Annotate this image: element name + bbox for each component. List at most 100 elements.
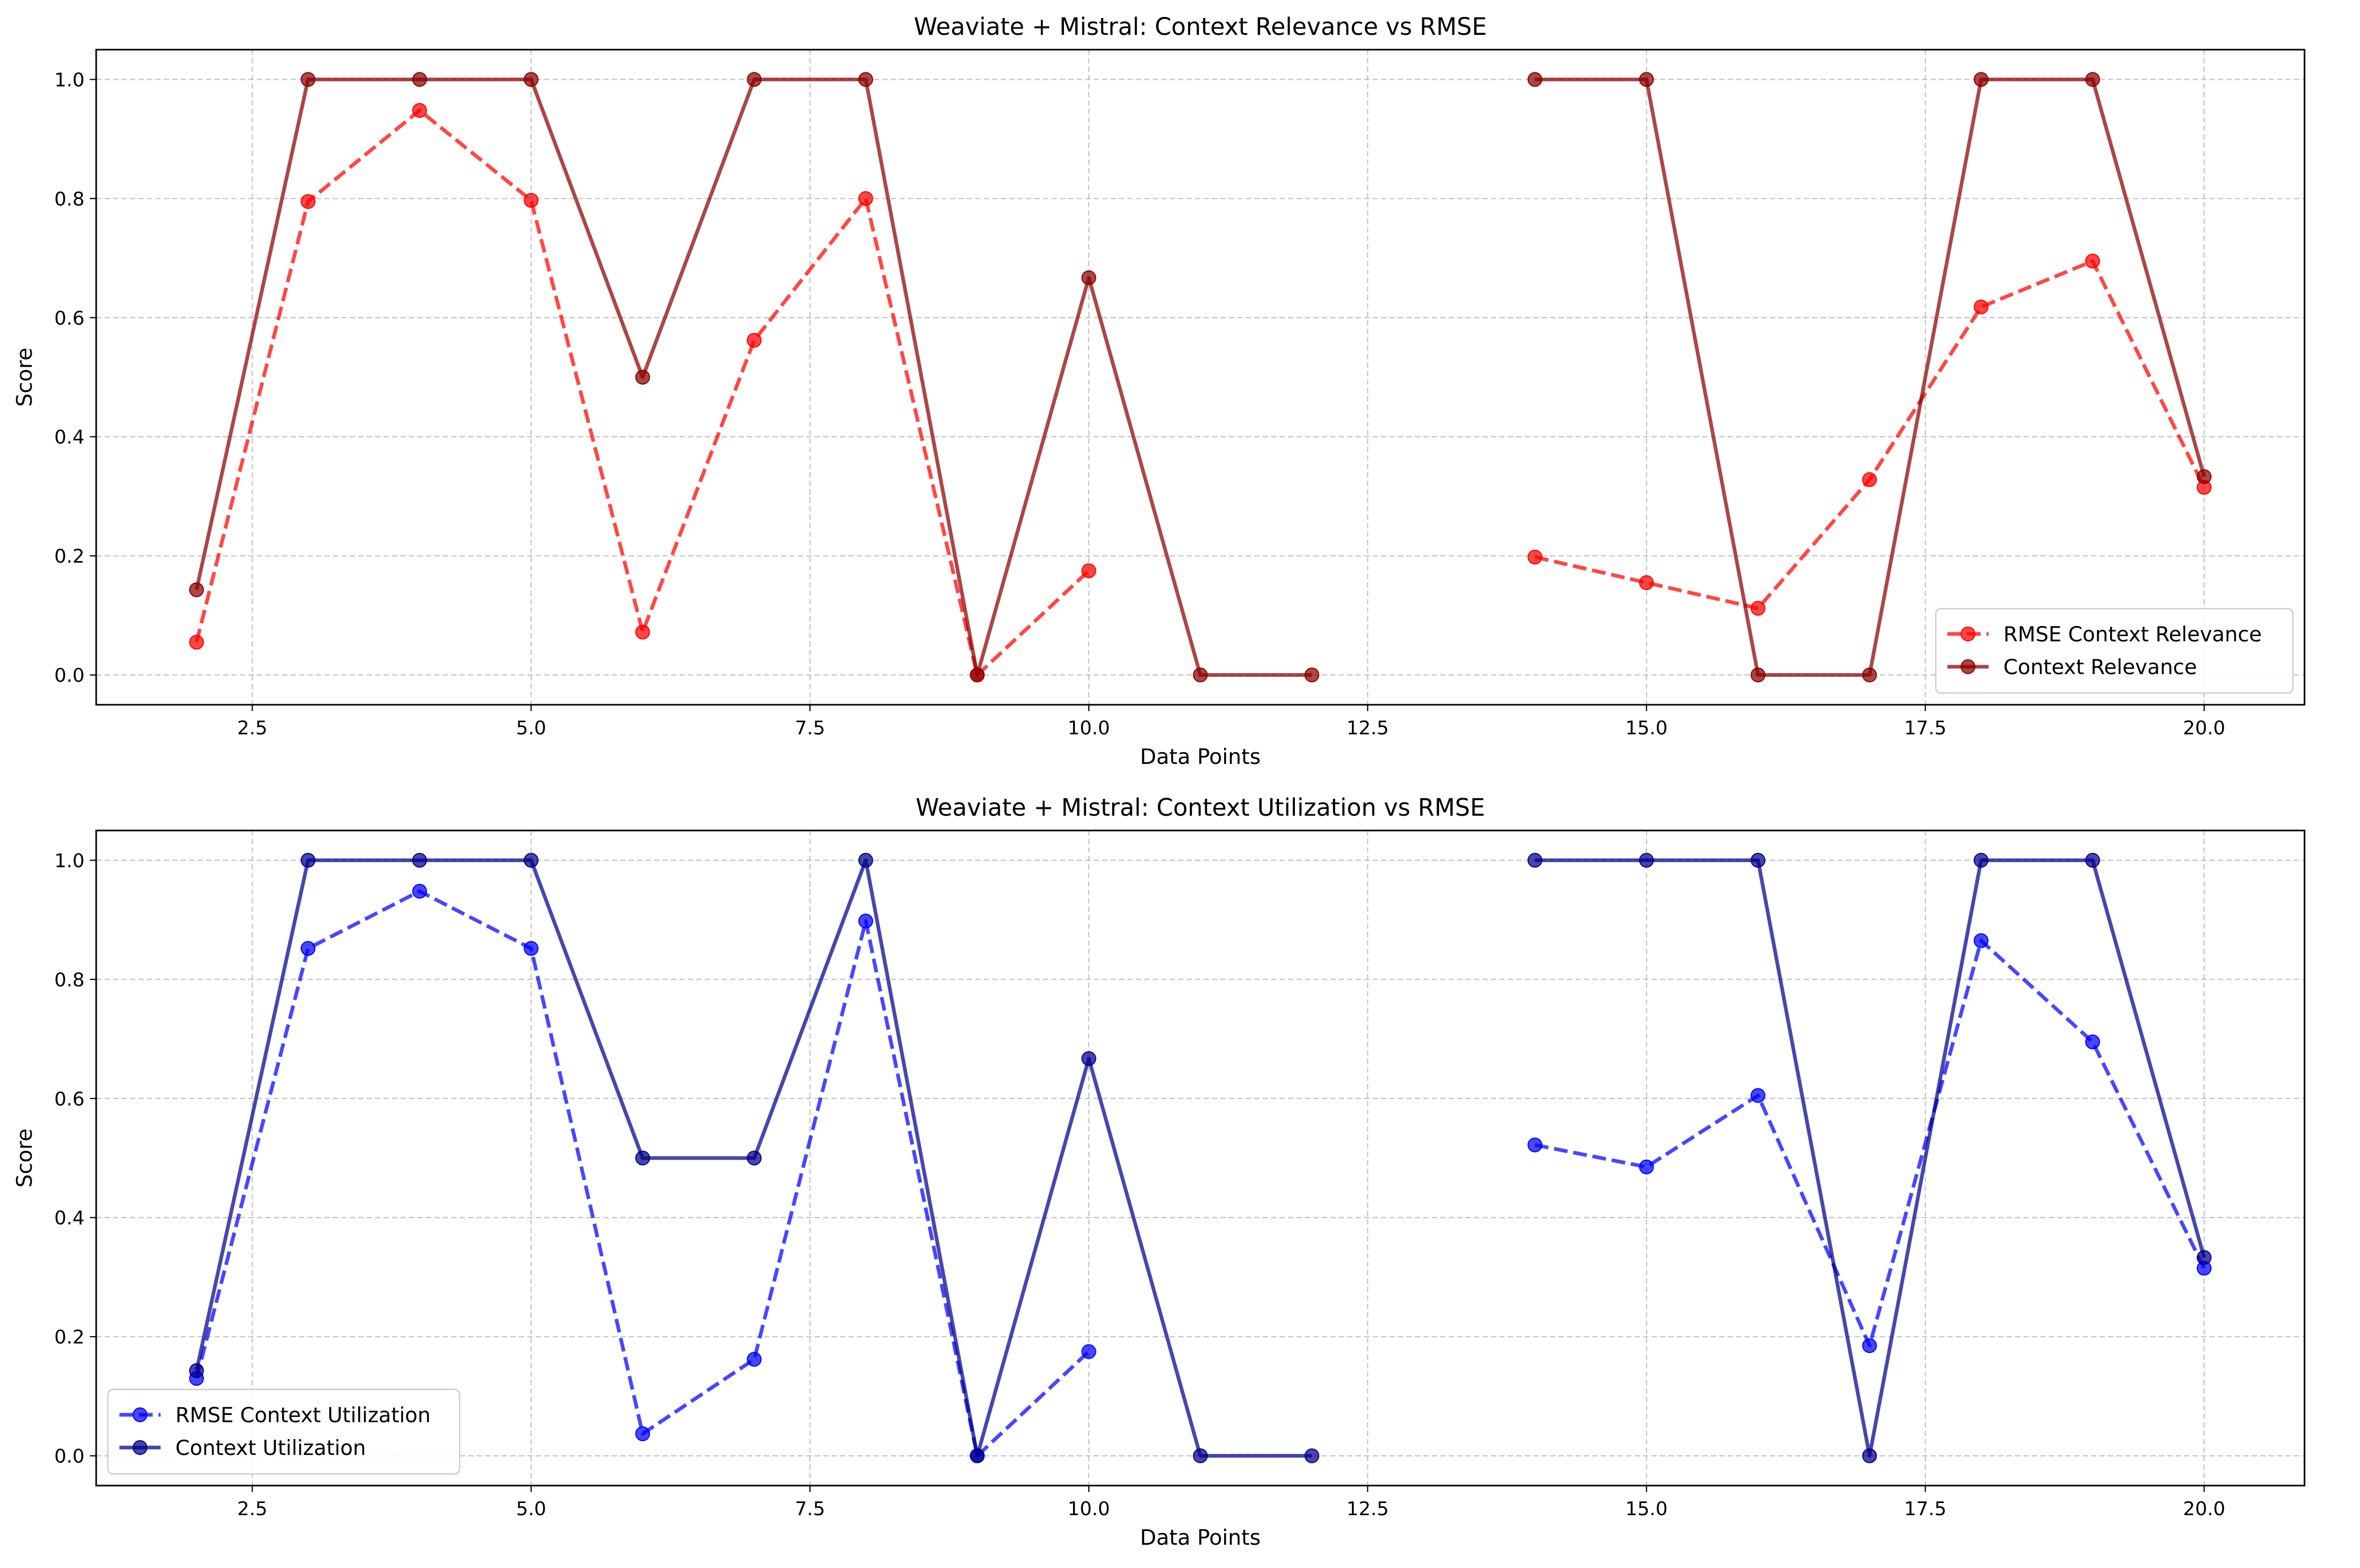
y-tick-label: 0.0 bbox=[54, 1446, 85, 1468]
data-point bbox=[1304, 1448, 1320, 1463]
data-point bbox=[524, 941, 539, 956]
data-point bbox=[301, 72, 316, 87]
data-point bbox=[1639, 575, 1654, 590]
plot-frame bbox=[95, 49, 2306, 706]
data-point bbox=[1193, 667, 1208, 683]
data-point bbox=[635, 624, 650, 640]
data-point bbox=[1527, 549, 1543, 565]
legend-marker bbox=[133, 1407, 147, 1422]
data-point bbox=[1081, 270, 1096, 285]
data-point bbox=[1973, 853, 1989, 868]
plot-frame bbox=[95, 829, 2306, 1487]
x-tick-label: 15.0 bbox=[1625, 1498, 1667, 1520]
data-point bbox=[2197, 1250, 2212, 1265]
legend-label: Context Relevance bbox=[2003, 656, 2197, 679]
x-tick-label: 7.5 bbox=[795, 1498, 825, 1520]
data-point bbox=[412, 853, 427, 868]
x-tick-label: 5.0 bbox=[516, 1498, 546, 1520]
y-tick-label: 0.0 bbox=[54, 665, 85, 687]
legend: RMSE Context Utilization Context Utilizat… bbox=[107, 1388, 461, 1475]
y-tick-label: 1.0 bbox=[54, 69, 85, 91]
data-point bbox=[189, 1363, 204, 1378]
series-line bbox=[1534, 939, 2206, 1348]
series-line bbox=[1535, 77, 2206, 677]
data-point bbox=[1973, 299, 1989, 314]
data-point bbox=[747, 333, 762, 348]
legend-marker bbox=[1961, 627, 1975, 641]
data-point bbox=[2085, 254, 2100, 269]
data-point bbox=[969, 1448, 985, 1463]
data-point bbox=[635, 370, 650, 385]
series-line bbox=[194, 77, 1312, 677]
data-point bbox=[1973, 72, 1989, 87]
data-point bbox=[1750, 853, 1766, 868]
data-point bbox=[1527, 1137, 1543, 1153]
legend-box bbox=[107, 1388, 461, 1475]
data-point bbox=[1862, 667, 1877, 683]
y-axis-label: Score bbox=[13, 348, 37, 407]
y-tick-label: 0.4 bbox=[54, 1208, 85, 1229]
data-point bbox=[412, 72, 427, 87]
x-tick-label: 2.5 bbox=[237, 1498, 267, 1520]
data-point bbox=[858, 72, 873, 87]
legend-marker bbox=[133, 1440, 147, 1455]
x-tick-label: 12.5 bbox=[1347, 717, 1389, 739]
data-point bbox=[524, 72, 539, 87]
series-rmse-context-relevance bbox=[189, 102, 2212, 683]
data-point bbox=[189, 582, 204, 598]
data-point bbox=[1081, 1344, 1096, 1359]
data-point bbox=[412, 883, 427, 899]
data-point bbox=[635, 1426, 650, 1441]
y-tick-label: 0.2 bbox=[54, 546, 85, 567]
data-point bbox=[1862, 1338, 1877, 1354]
data-point bbox=[2085, 1034, 2100, 1050]
x-tick-label: 17.5 bbox=[1904, 717, 1946, 739]
series-context-utilization bbox=[189, 853, 2212, 1463]
x-tick-label: 10.0 bbox=[1068, 717, 1110, 739]
data-point bbox=[747, 72, 762, 87]
x-axis-label: Data Points bbox=[1140, 1526, 1261, 1550]
y-tick-label: 0.8 bbox=[54, 189, 85, 210]
x-tick-label: 17.5 bbox=[1904, 1498, 1946, 1520]
x-tick-label: 20.0 bbox=[2183, 1498, 2225, 1520]
y-tick-label: 0.8 bbox=[54, 969, 85, 991]
x-tick-label: 2.5 bbox=[237, 717, 267, 739]
data-point bbox=[1862, 1448, 1877, 1463]
y-tick-label: 0.6 bbox=[54, 1088, 85, 1110]
legend: RMSE Context Relevance Context Relevance bbox=[1935, 608, 2294, 694]
y-tick-label: 1.0 bbox=[54, 850, 85, 872]
y-tick-label: 0.6 bbox=[54, 307, 85, 329]
data-point bbox=[1193, 1448, 1208, 1463]
data-point bbox=[2197, 469, 2212, 484]
data-point bbox=[524, 193, 539, 208]
series-line bbox=[1535, 858, 2206, 1458]
data-point bbox=[1639, 72, 1654, 87]
data-point bbox=[1750, 667, 1766, 683]
data-point bbox=[969, 667, 985, 683]
data-point bbox=[1527, 853, 1543, 868]
y-axis-label: Score bbox=[13, 1128, 37, 1188]
data-point bbox=[412, 102, 427, 118]
data-point bbox=[189, 634, 204, 650]
data-point bbox=[301, 853, 316, 868]
legend-label: Context Utilization bbox=[175, 1436, 366, 1460]
chart-title: Weaviate + Mistral: Context Utilization … bbox=[916, 794, 1485, 822]
legend-label: RMSE Context Relevance bbox=[2003, 623, 2262, 647]
y-tick-label: 0.4 bbox=[54, 427, 85, 449]
data-point bbox=[524, 853, 539, 868]
chart-title: Weaviate + Mistral: Context Relevance vs… bbox=[914, 13, 1487, 41]
data-point bbox=[858, 191, 873, 206]
x-axis-label: Data Points bbox=[1140, 745, 1261, 769]
legend-label: RMSE Context Utilization bbox=[175, 1404, 431, 1427]
data-point bbox=[1750, 1088, 1766, 1103]
series-line bbox=[194, 889, 1090, 1458]
series-rmse-context-utilization bbox=[189, 883, 2212, 1463]
data-point bbox=[1081, 563, 1096, 578]
x-tick-label: 10.0 bbox=[1068, 1498, 1110, 1520]
x-tick-label: 12.5 bbox=[1347, 1498, 1389, 1520]
x-tick-label: 15.0 bbox=[1625, 717, 1667, 739]
data-point bbox=[2085, 72, 2100, 87]
data-point bbox=[301, 194, 316, 209]
data-point bbox=[1973, 933, 1989, 948]
